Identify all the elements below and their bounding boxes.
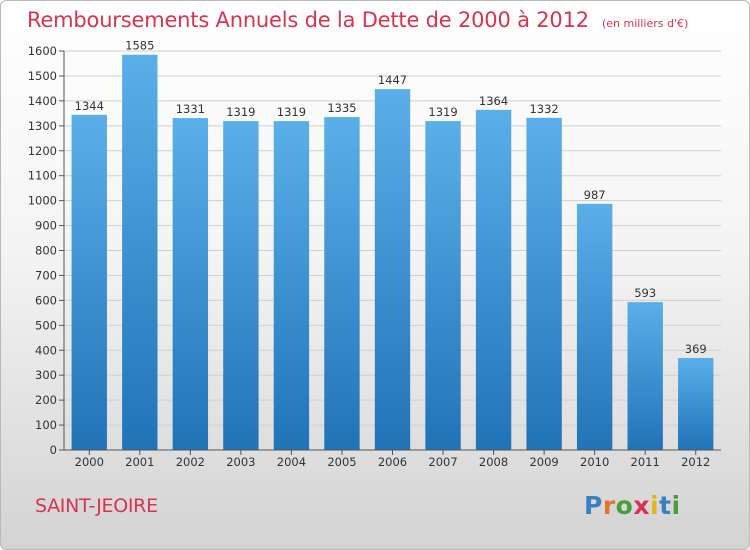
chart-subtitle: (en milliers d'€) <box>602 17 689 30</box>
data-label-2004: 1319 <box>277 105 306 119</box>
y-tick-label: 700 <box>35 268 57 282</box>
data-label-2010: 987 <box>584 188 606 202</box>
x-tick-label-2001: 2001 <box>125 455 154 469</box>
x-tick-label-2003: 2003 <box>226 455 255 469</box>
bar-2008 <box>475 109 512 450</box>
x-tick-label-2004: 2004 <box>277 455 306 469</box>
bar-2006 <box>374 89 411 451</box>
bar-2000 <box>71 114 107 450</box>
data-label-2007: 1319 <box>428 105 457 119</box>
y-tick-label: 400 <box>35 343 57 357</box>
bar-2004 <box>273 121 310 450</box>
y-tick-label: 200 <box>35 393 57 407</box>
logo-letter: x <box>633 491 650 520</box>
logo-letter: i <box>650 491 660 520</box>
logo-letter: o <box>615 491 634 520</box>
data-label-2011: 593 <box>634 286 656 300</box>
logo-letter: r <box>602 491 616 520</box>
y-tick-label: 1000 <box>28 194 57 208</box>
bar-2012 <box>678 357 714 450</box>
x-tick-label-2002: 2002 <box>176 455 205 469</box>
x-tick-label-2006: 2006 <box>378 455 407 469</box>
y-tick-label: 800 <box>35 244 57 258</box>
title-row: Remboursements Annuels de la Dette de 20… <box>27 8 688 32</box>
y-tick-label: 1400 <box>28 94 57 108</box>
x-tick-label-2008: 2008 <box>479 455 508 469</box>
y-tick-label: 1500 <box>28 69 57 83</box>
y-tick-label: 1200 <box>28 144 57 158</box>
logo-letter: P <box>584 491 603 520</box>
proxiti-logo: Proxiti <box>584 491 681 520</box>
data-label-2009: 1332 <box>529 102 558 116</box>
data-label-2003: 1319 <box>226 105 255 119</box>
logo-letter: t <box>659 491 672 520</box>
y-tick-label: 1300 <box>28 119 57 133</box>
y-tick-label: 600 <box>35 293 57 307</box>
y-tick-label: 1100 <box>28 169 57 183</box>
data-label-2001: 1585 <box>125 39 154 53</box>
y-tick-label: 1600 <box>28 44 57 58</box>
bar-2005 <box>324 117 360 450</box>
data-label-2005: 1335 <box>327 101 356 115</box>
bar-2011 <box>627 302 663 450</box>
data-label-2012: 369 <box>685 342 707 356</box>
logo-letter: i <box>671 491 681 520</box>
bar-2007 <box>425 121 461 450</box>
x-tick-label-2000: 2000 <box>75 455 104 469</box>
y-tick-label: 900 <box>35 219 57 233</box>
x-tick-label-2007: 2007 <box>428 455 457 469</box>
y-tick-label: 300 <box>35 368 57 382</box>
x-tick-label-2010: 2010 <box>580 455 609 469</box>
x-tick-label-2011: 2011 <box>631 455 660 469</box>
bar-2010 <box>576 203 613 450</box>
data-label-2008: 1364 <box>479 94 508 108</box>
y-tick-label: 0 <box>50 443 57 457</box>
x-tick-label-2012: 2012 <box>681 455 710 469</box>
data-label-2002: 1331 <box>176 102 205 116</box>
bar-2009 <box>526 117 562 451</box>
x-tick-label-2005: 2005 <box>327 455 356 469</box>
data-label-2006: 1447 <box>378 73 407 87</box>
y-tick-label: 100 <box>35 418 57 432</box>
bar-2001 <box>122 54 158 450</box>
chart-title: Remboursements Annuels de la Dette de 20… <box>27 8 589 32</box>
x-tick-label-2009: 2009 <box>529 455 558 469</box>
bar-2003 <box>223 121 259 450</box>
data-label-2000: 1344 <box>75 99 104 113</box>
y-tick-label: 500 <box>35 318 57 332</box>
bar-2002 <box>172 118 209 450</box>
commune-name: SAINT-JEOIRE <box>35 495 158 517</box>
